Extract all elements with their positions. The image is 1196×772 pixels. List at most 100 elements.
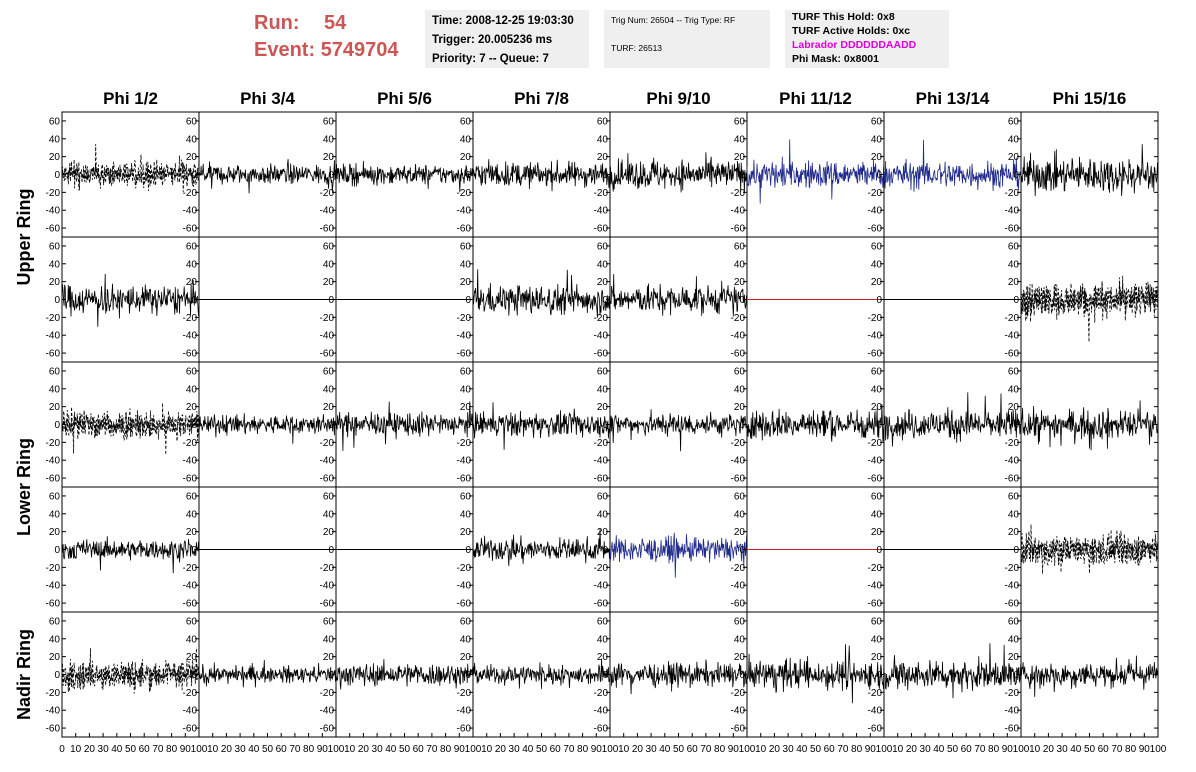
y-tick-label: 0	[191, 170, 197, 181]
y-tick-label: 40	[734, 634, 746, 645]
y-tick-label: 0	[465, 170, 471, 181]
x-tick-label: 40	[659, 744, 671, 755]
y-tick-label: 20	[460, 152, 472, 163]
waveform-trace	[472, 269, 611, 318]
waveform-trace	[198, 659, 337, 688]
x-tick-label: 10	[70, 744, 82, 755]
y-tick-label: 20	[186, 527, 198, 538]
waveform-trace	[1020, 275, 1159, 343]
y-tick-label: -40	[868, 706, 883, 717]
y-tick-label: 20	[734, 527, 746, 538]
y-tick-label: 40	[597, 259, 609, 270]
x-tick-label: 50	[262, 744, 274, 755]
y-tick-label: 40	[871, 384, 883, 395]
x-tick-label: 70	[837, 744, 849, 755]
y-tick-label: -40	[46, 706, 61, 717]
y-tick-label: 0	[54, 295, 60, 306]
y-tick-label: 60	[597, 616, 609, 627]
y-tick-label: 0	[191, 295, 197, 306]
x-tick-label: 30	[1057, 744, 1069, 755]
y-tick-label: -40	[457, 581, 472, 592]
waveform-trace	[335, 401, 474, 451]
y-tick-label: 20	[871, 527, 883, 538]
waveform-trace	[883, 643, 1022, 699]
y-tick-label: -20	[594, 313, 609, 324]
y-tick-label: 20	[734, 277, 746, 288]
x-tick-label: 10	[207, 744, 219, 755]
x-tick-label: 80	[440, 744, 452, 755]
waveform-trace	[61, 648, 200, 691]
column-header: Phi 11/12	[779, 89, 852, 108]
y-tick-label: 60	[323, 366, 335, 377]
y-tick-label: -60	[868, 224, 883, 235]
priority-line: Priority: 7 -- Queue: 7	[432, 53, 549, 65]
waveform-trace	[1020, 144, 1159, 197]
y-tick-label: -60	[868, 474, 883, 485]
waveform-trace	[746, 404, 885, 442]
y-tick-label: -60	[46, 224, 61, 235]
y-tick-label: -20	[868, 563, 883, 574]
y-tick-label: 0	[876, 295, 882, 306]
y-tick-label: -40	[457, 331, 472, 342]
y-tick-label: 60	[460, 241, 472, 252]
y-tick-label: 40	[1008, 634, 1020, 645]
y-tick-label: 60	[1008, 366, 1020, 377]
y-tick-label: -40	[594, 331, 609, 342]
y-tick-label: -60	[320, 474, 335, 485]
y-tick-label: 20	[597, 152, 609, 163]
y-tick-label: 0	[1013, 170, 1019, 181]
y-tick-label: 40	[871, 134, 883, 145]
x-tick-label: 50	[947, 744, 959, 755]
waveform-trace	[609, 273, 748, 317]
y-tick-label: 0	[739, 670, 745, 681]
y-tick-label: -20	[46, 563, 61, 574]
y-tick-label: 20	[323, 402, 335, 413]
x-tick-label: 20	[906, 744, 918, 755]
y-tick-label: -20	[183, 688, 198, 699]
x-tick-label: 80	[714, 744, 726, 755]
x-tick-label: 30	[235, 744, 247, 755]
y-tick-label: -20	[1005, 188, 1020, 199]
x-tick-label: 90	[454, 744, 466, 755]
y-tick-label: 40	[734, 384, 746, 395]
waveform-trace	[198, 159, 337, 194]
waveform-trace	[609, 532, 748, 578]
y-tick-label: -40	[320, 706, 335, 717]
y-tick-label: 60	[734, 616, 746, 627]
waveform-trace	[472, 658, 611, 689]
y-tick-label: -60	[731, 349, 746, 360]
y-tick-label: -60	[594, 724, 609, 735]
y-tick-label: -20	[457, 313, 472, 324]
turf-active-line: TURF Active Holds: 0xc	[792, 25, 911, 37]
y-tick-label: 0	[876, 170, 882, 181]
y-tick-label: -20	[594, 188, 609, 199]
y-tick-label: 20	[1008, 277, 1020, 288]
x-tick-label: 20	[632, 744, 644, 755]
x-tick-label: 50	[536, 744, 548, 755]
y-tick-label: 0	[876, 420, 882, 431]
x-tick-label: 100	[328, 744, 345, 755]
x-tick-label: 60	[550, 744, 562, 755]
y-tick-label: 20	[460, 652, 472, 663]
y-tick-label: 40	[734, 134, 746, 145]
y-tick-label: 20	[323, 527, 335, 538]
time-line: Time: 2008-12-25 19:03:30	[432, 15, 574, 27]
turf-info-box: TURF This Hold: 0x8 TURF Active Holds: 0…	[785, 10, 949, 68]
column-header: Phi 15/16	[1053, 89, 1127, 108]
y-tick-label: -20	[46, 188, 61, 199]
y-tick-label: -60	[183, 474, 198, 485]
y-tick-label: -60	[594, 599, 609, 610]
y-tick-label: -20	[731, 438, 746, 449]
y-tick-label: -20	[868, 188, 883, 199]
y-tick-label: 20	[186, 277, 198, 288]
y-tick-label: 20	[871, 402, 883, 413]
trig-info-box: Trig Num: 26504 -- Trig Type: RF TURF: 2…	[604, 10, 770, 68]
y-tick-label: 60	[49, 491, 61, 502]
column-header: Phi 13/14	[916, 89, 990, 108]
y-tick-label: 60	[734, 241, 746, 252]
x-tick-label: 80	[577, 744, 589, 755]
column-header: Phi 7/8	[514, 89, 569, 108]
y-tick-label: -20	[868, 438, 883, 449]
y-tick-label: 20	[49, 277, 61, 288]
y-tick-label: -40	[731, 706, 746, 717]
